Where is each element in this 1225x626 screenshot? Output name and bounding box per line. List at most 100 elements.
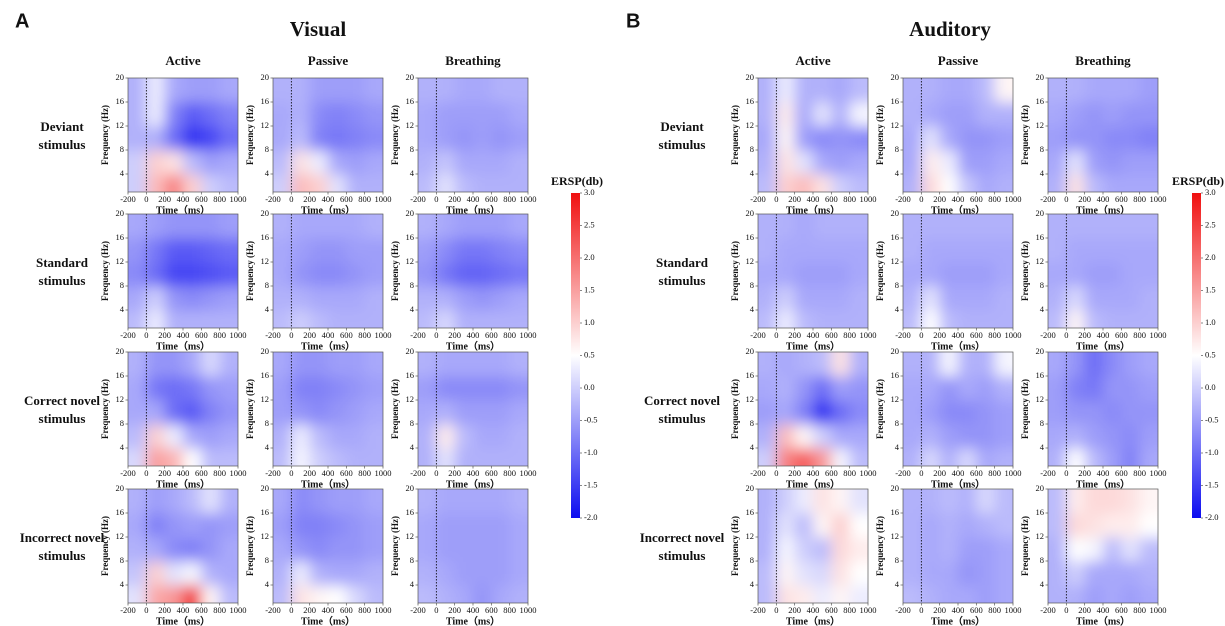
heatmap-cell: [164, 561, 184, 586]
row-label: stimulus: [659, 273, 706, 288]
heatmap-cell: [1048, 310, 1067, 328]
y-tick-label: 12: [746, 531, 755, 541]
heatmap-cell: [1139, 286, 1158, 311]
y-tick-label: 20: [406, 72, 415, 82]
heatmap-cell: [473, 376, 492, 401]
heatmap-cell: [346, 352, 366, 377]
heatmap-cell: [491, 174, 511, 192]
heatmap: [273, 214, 383, 328]
heatmap-cell: [794, 174, 814, 192]
heatmap-cell: [976, 537, 996, 562]
heatmap-cell: [473, 126, 492, 151]
row-label: stimulus: [659, 137, 706, 152]
heatmap-cell: [813, 286, 832, 311]
x-tick-label: 800: [503, 330, 516, 340]
y-tick-label: 12: [116, 120, 125, 130]
heatmap-cell: [776, 400, 796, 425]
heatmap-cell: [164, 448, 184, 466]
x-axis-label: Time（ms）: [1076, 339, 1130, 352]
y-tick-label: 4: [120, 579, 125, 589]
heatmap-cell: [776, 561, 796, 586]
heatmap: [903, 78, 1013, 192]
y-tick-label: 8: [265, 418, 269, 428]
y-tick-label: 12: [1036, 394, 1045, 404]
heatmap-cell: [291, 376, 311, 401]
heatmap-cell: [183, 262, 202, 287]
heatmap-cell: [364, 400, 383, 425]
y-tick-label: 4: [750, 442, 755, 452]
heatmap-cell: [309, 174, 329, 192]
y-tick-label: 8: [120, 555, 124, 565]
heatmap-cell: [758, 537, 777, 562]
x-tick-label: 800: [213, 468, 226, 478]
column-title: Breathing: [1075, 53, 1131, 68]
heatmap-cell: [994, 262, 1013, 287]
heatmap-cells: [903, 214, 1013, 328]
y-tick-label: 8: [120, 418, 124, 428]
heatmap-cell: [1103, 174, 1122, 192]
heatmap-cell: [758, 352, 777, 377]
heatmap-cell: [849, 585, 868, 603]
x-tick-label: 600: [1115, 194, 1128, 204]
heatmap-cell: [1139, 561, 1158, 586]
heatmap-cell: [994, 585, 1013, 603]
y-axis-label: Frequency (Hz): [390, 516, 400, 576]
heatmap-cell: [219, 238, 238, 263]
heatmap-cell: [1066, 400, 1086, 425]
x-tick-label: 1000: [1005, 194, 1022, 204]
heatmap-cell: [291, 214, 311, 239]
heatmap-cell: [794, 400, 814, 425]
y-tick-label: 16: [746, 232, 755, 242]
heatmap-cell: [128, 537, 147, 562]
heatmap-cell: [1048, 238, 1067, 263]
heatmap-cell: [128, 376, 147, 401]
heatmap-cell: [1139, 424, 1158, 449]
heatmap-cell: [219, 352, 238, 377]
heatmap-cell: [939, 352, 959, 377]
heatmap-cell: [1103, 561, 1122, 586]
heatmap-cell: [364, 585, 383, 603]
heatmap-cell: [921, 126, 941, 151]
heatmap-cell: [473, 561, 492, 586]
x-tick-label: 600: [485, 194, 498, 204]
x-tick-label: 200: [158, 194, 171, 204]
heatmap-cell: [436, 310, 456, 328]
heatmap-cell: [831, 489, 851, 514]
x-tick-label: -200: [1040, 330, 1056, 340]
heatmap-cell: [1139, 78, 1158, 103]
heatmap-cell: [309, 352, 329, 377]
row-label: Standard: [36, 255, 89, 270]
heatmap-cell: [794, 561, 814, 586]
x-tick-label: 800: [988, 194, 1001, 204]
x-tick-label: 800: [1133, 194, 1146, 204]
x-tick-label: 0: [1064, 468, 1068, 478]
heatmap-cell: [813, 424, 832, 449]
heatmap: [273, 352, 383, 466]
heatmap-cell: [509, 150, 528, 175]
heatmap: [903, 352, 1013, 466]
x-tick-label: 0: [144, 330, 148, 340]
y-tick-label: 8: [750, 280, 754, 290]
y-tick-label: 12: [746, 394, 755, 404]
y-axis-label: Frequency (Hz): [730, 241, 740, 301]
heatmap-cell: [1103, 102, 1122, 127]
x-tick-label: 800: [358, 605, 371, 615]
heatmap-cell: [309, 286, 329, 311]
heatmap-cell: [994, 489, 1013, 514]
heatmap-cells: [1048, 489, 1158, 603]
x-tick-label: 200: [303, 194, 316, 204]
x-tick-label: 200: [788, 605, 801, 615]
x-axis-label: Time（ms）: [301, 203, 355, 216]
heatmap-cell: [273, 214, 292, 239]
heatmap-cell: [146, 448, 166, 466]
y-tick-label: 16: [406, 96, 415, 106]
heatmap-cell: [219, 585, 238, 603]
x-tick-label: -200: [120, 605, 136, 615]
heatmap-cell: [758, 513, 777, 538]
heatmap-cell: [794, 150, 814, 175]
x-tick-label: 0: [774, 330, 778, 340]
heatmap-cell: [813, 102, 832, 127]
heatmap-cell: [1066, 214, 1086, 239]
heatmap-cell: [418, 376, 437, 401]
heatmap-cell: [164, 286, 184, 311]
